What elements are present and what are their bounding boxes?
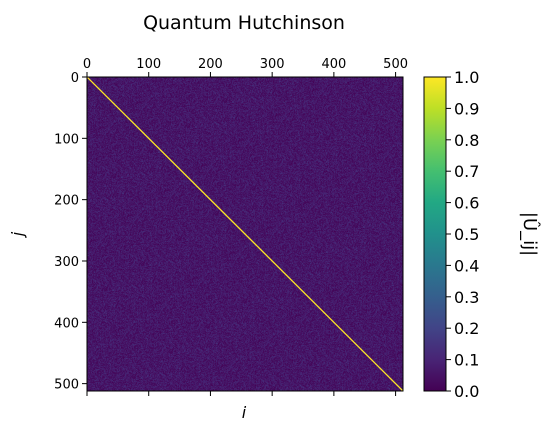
colorbar-tick-label: 0.4 bbox=[454, 256, 479, 275]
colorbar-tick-label: 0.0 bbox=[454, 382, 479, 401]
y-tick-label: 300 bbox=[54, 255, 79, 270]
colorbar: 0.0 0.1 0.2 0.3 0.4 0.5 0.6 0.7 0.8 0.9 1.0 |Û_ij| bbox=[423, 68, 541, 401]
colorbar-label: |Û_ij| bbox=[519, 212, 541, 256]
x-tick-label: 0 bbox=[83, 57, 91, 72]
colorbar-tick-label: 0.1 bbox=[454, 351, 479, 370]
y-tick-label: 0 bbox=[71, 71, 79, 86]
heatmap-diagonal bbox=[87, 77, 403, 391]
x-axis-label: i bbox=[242, 403, 247, 422]
colorbar-tick-label: 0.7 bbox=[454, 162, 479, 181]
plot-frame bbox=[86, 76, 404, 392]
y-tick-label: 400 bbox=[54, 316, 79, 331]
x-tick-label: 300 bbox=[260, 57, 285, 72]
colorbar-tick-label: 1.0 bbox=[454, 68, 479, 87]
colorbar-ticks: 0.0 0.1 0.2 0.3 0.4 0.5 0.6 0.7 0.8 0.9 1.0 bbox=[446, 68, 479, 401]
colorbar-tick-label: 0.5 bbox=[454, 225, 479, 244]
colorbar-tick-label: 0.6 bbox=[454, 194, 479, 213]
x-tick-label: 400 bbox=[321, 57, 346, 72]
colorbar-tick-label: 0.9 bbox=[454, 99, 479, 118]
chart-title: Quantum Hutchinson bbox=[143, 12, 345, 34]
x-axis-top-ticks: 0 100 200 300 400 500 bbox=[83, 57, 408, 77]
x-axis-bottom-ticks bbox=[86, 391, 397, 396]
y-tick-label: 100 bbox=[54, 132, 79, 147]
colorbar-gradient bbox=[424, 77, 446, 391]
x-tick-label: 100 bbox=[136, 57, 161, 72]
colorbar-tick-label: 0.3 bbox=[454, 288, 479, 307]
y-tick-label: 500 bbox=[54, 378, 79, 393]
x-tick-label: 500 bbox=[383, 57, 408, 72]
colorbar-tick-label: 0.2 bbox=[454, 319, 479, 338]
plot-area bbox=[86, 76, 404, 392]
y-axis-label: j bbox=[8, 231, 27, 238]
colorbar-tick-label: 0.8 bbox=[454, 131, 479, 150]
x-tick-label: 200 bbox=[198, 57, 223, 72]
y-tick-label: 200 bbox=[54, 194, 79, 209]
y-axis-ticks: 0 100 200 300 400 500 bbox=[54, 71, 87, 393]
